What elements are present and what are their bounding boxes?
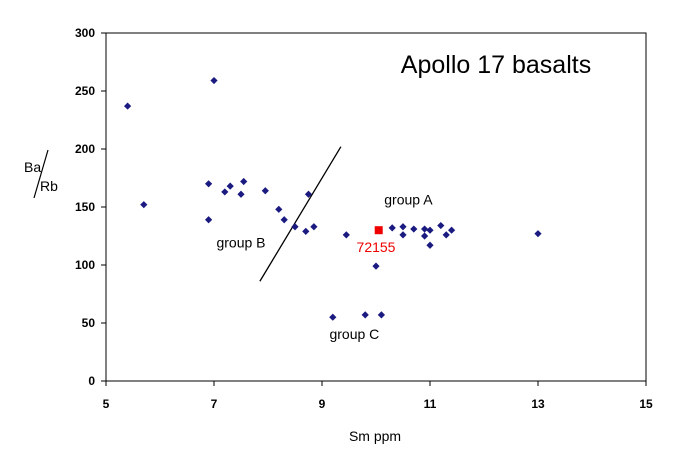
data-point [437, 221, 445, 230]
y-tick-label: 100 [75, 258, 95, 272]
x-axis-title: Sm ppm [349, 428, 401, 444]
x-tick-label: 11 [424, 397, 437, 411]
y-tick-label: 50 [82, 316, 96, 330]
data-point [377, 311, 385, 319]
data-point [410, 225, 418, 233]
y-axis-title: Ba Rb [24, 149, 58, 199]
data-point [205, 216, 213, 224]
data-point [426, 241, 434, 249]
data-point [442, 231, 450, 239]
data-point [280, 216, 288, 224]
y-tick-label: 300 [75, 26, 95, 40]
data-point [240, 177, 248, 186]
data-point [261, 187, 269, 195]
data-point [140, 201, 148, 209]
data-point [221, 188, 229, 196]
data-point [304, 190, 313, 198]
data-point [237, 190, 245, 198]
y-axis-title-denominator: Rb [40, 178, 58, 194]
group-divider-line [259, 146, 342, 282]
data-point [342, 231, 350, 239]
x-tick-label: 5 [103, 397, 110, 411]
y-tick-label: 150 [75, 200, 95, 214]
data-point [448, 226, 456, 234]
data-point [310, 223, 318, 231]
y-axis-title-slash [33, 149, 49, 199]
data-point [291, 223, 299, 231]
data-point [361, 311, 369, 319]
data-point [399, 223, 407, 231]
data-point [534, 230, 542, 238]
data-point [302, 227, 310, 235]
data-point-highlight [374, 226, 383, 235]
x-tick-label: 7 [211, 397, 218, 411]
y-axis-title-numerator: Ba [24, 159, 41, 175]
y-tick-label: 0 [88, 374, 95, 388]
data-point [275, 205, 283, 213]
data-point [124, 102, 132, 110]
x-tick-label: 13 [531, 397, 545, 411]
annotation-label: group B [216, 235, 265, 251]
data-point [426, 226, 434, 234]
annotation-label: 72155 [357, 239, 396, 255]
data-point [388, 224, 396, 232]
y-tick-label: 250 [75, 84, 95, 98]
annotation-label: group A [384, 192, 433, 208]
y-tick-label: 200 [75, 142, 95, 156]
data-point [421, 232, 429, 240]
data-point [372, 262, 380, 270]
annotation-label: group C [329, 326, 379, 342]
x-tick-label: 15 [639, 397, 653, 411]
x-tick-label: 9 [319, 397, 326, 411]
data-point [329, 313, 337, 321]
data-point [226, 182, 234, 190]
chart-title: Apollo 17 basalts [401, 51, 591, 79]
data-point [210, 76, 218, 85]
data-point [205, 180, 213, 188]
data-point [399, 231, 407, 239]
data-point [421, 225, 429, 233]
